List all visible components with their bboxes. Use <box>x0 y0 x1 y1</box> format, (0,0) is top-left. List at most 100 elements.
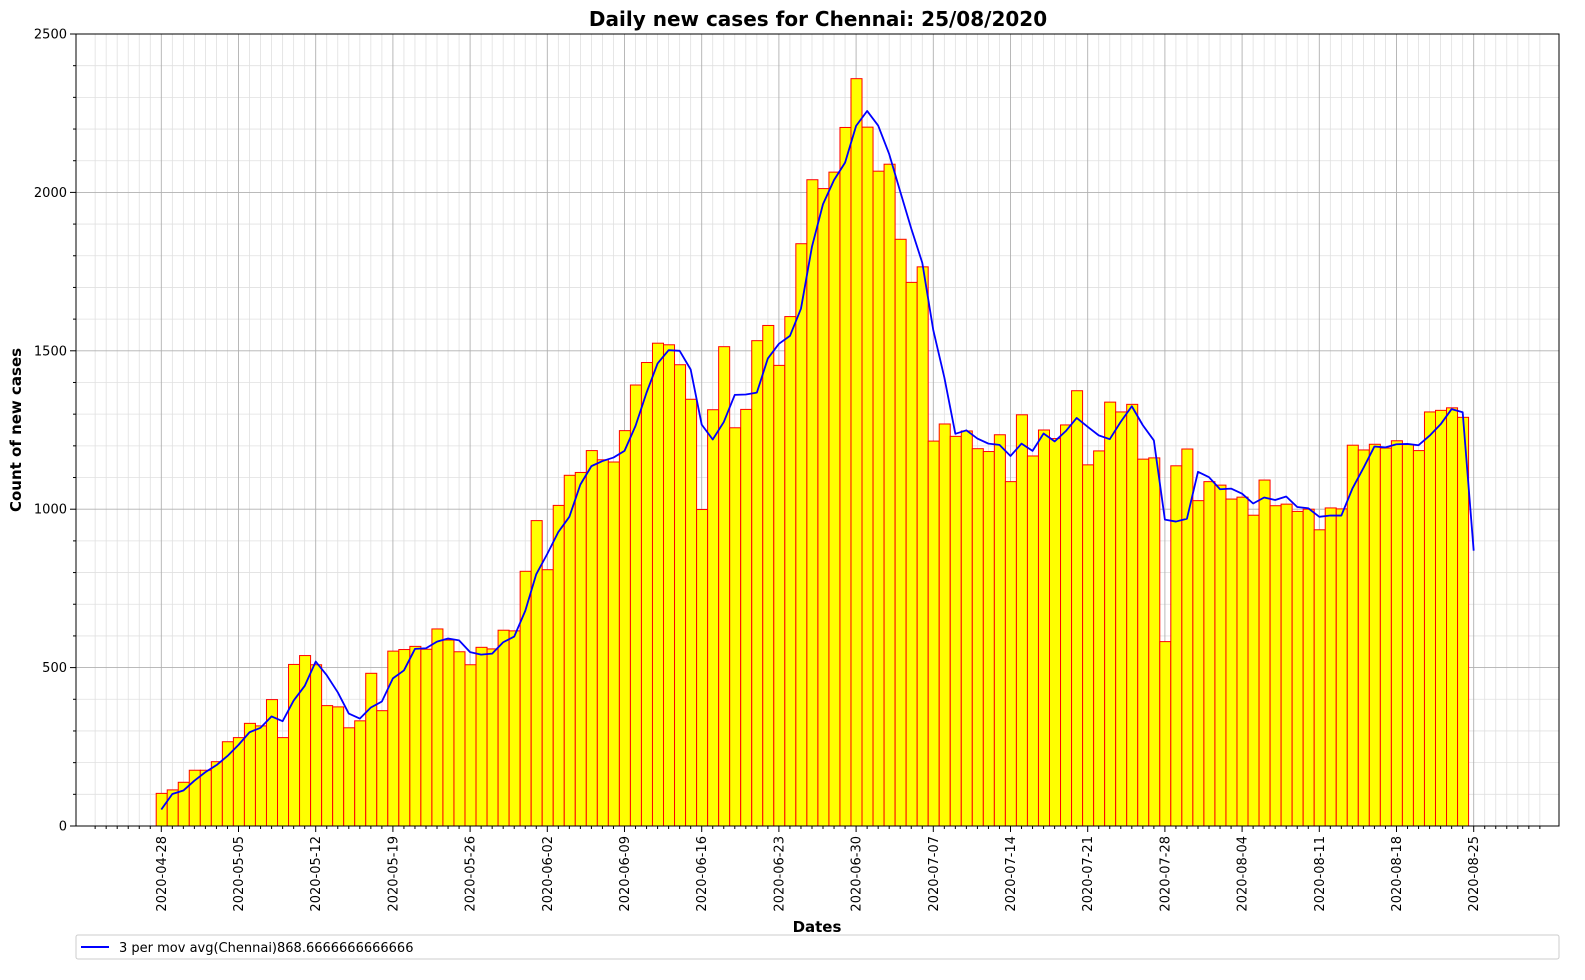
bar <box>1423 411 1436 827</box>
bar <box>883 163 896 827</box>
x-tick-label: 2020-05-05 <box>232 836 247 912</box>
bar <box>1357 449 1370 827</box>
bar <box>982 451 995 827</box>
bar <box>166 789 179 827</box>
x-axis-label: Dates <box>793 918 842 936</box>
bar <box>1390 440 1403 827</box>
bar <box>497 629 510 827</box>
bar <box>288 663 301 827</box>
bar <box>431 628 444 827</box>
x-tick-label: 2020-08-11 <box>1313 836 1328 912</box>
chart-title: Daily new cases for Chennai: 25/08/2020 <box>589 7 1047 31</box>
y-tick-label: 0 <box>59 820 67 835</box>
bar <box>1457 416 1470 827</box>
bar <box>1236 496 1249 827</box>
bar <box>574 471 587 827</box>
bar <box>1037 429 1050 827</box>
bar <box>949 435 962 827</box>
bar <box>927 440 940 827</box>
bar <box>740 408 753 827</box>
bar <box>618 430 631 827</box>
bar <box>453 651 466 827</box>
bar <box>916 266 929 827</box>
bar <box>839 126 852 827</box>
bar <box>629 384 642 827</box>
bar <box>343 727 356 827</box>
bar <box>817 188 830 827</box>
bar <box>960 430 973 827</box>
bar <box>243 722 256 827</box>
y-tick-label: 500 <box>42 661 67 676</box>
bar <box>232 737 245 827</box>
bar <box>508 630 521 827</box>
bar <box>651 342 665 827</box>
x-tick-label: 2020-06-16 <box>695 836 710 912</box>
x-tick-label: 2020-04-28 <box>155 836 170 912</box>
bar <box>938 423 951 827</box>
bar <box>409 645 422 827</box>
bar <box>663 344 676 827</box>
bar <box>1302 508 1315 827</box>
y-axis: 0 500 1000 1500 2000 2500 <box>34 28 76 835</box>
bar <box>795 243 808 827</box>
y-tick-label: 1500 <box>34 344 67 359</box>
bar <box>177 781 190 827</box>
bar <box>1368 443 1381 827</box>
y-tick-label: 1000 <box>34 503 67 518</box>
bar <box>1126 403 1139 827</box>
bar <box>1137 458 1150 827</box>
x-tick-label: 2020-05-12 <box>309 836 324 912</box>
bar <box>607 461 620 827</box>
x-axis: 2020-04-28 2020-05-05 2020-05-12 2020-05-19… <box>94 826 1541 912</box>
bar <box>1346 444 1359 827</box>
x-tick-label: 2020-08-04 <box>1236 836 1251 912</box>
bar <box>321 705 334 827</box>
bar <box>1379 447 1392 827</box>
bar <box>563 474 576 827</box>
bar <box>1015 414 1028 827</box>
x-tick-label: 2020-05-26 <box>464 836 479 912</box>
bar <box>1434 409 1448 827</box>
bar <box>1280 503 1293 827</box>
x-tick-label: 2020-06-02 <box>541 836 556 912</box>
bar <box>762 324 775 827</box>
bar <box>894 238 907 827</box>
bar <box>332 706 345 827</box>
bar <box>486 648 499 827</box>
bar <box>1269 505 1282 827</box>
bar <box>729 427 742 827</box>
bar <box>442 639 455 827</box>
bar <box>1401 444 1414 827</box>
bar <box>1258 479 1271 827</box>
x-tick-label: 2020-07-07 <box>927 836 942 912</box>
bar <box>861 126 874 827</box>
x-tick-label: 2020-06-30 <box>850 836 865 912</box>
bar <box>376 710 389 827</box>
bar <box>354 720 367 827</box>
bar <box>552 504 565 827</box>
bar <box>1159 641 1172 827</box>
bar <box>707 409 720 827</box>
bar <box>1225 498 1238 827</box>
bar-series <box>155 78 1470 827</box>
legend-box <box>75 934 1560 960</box>
bar <box>299 655 312 827</box>
bar <box>188 769 201 827</box>
bar <box>640 362 653 827</box>
bar <box>993 434 1006 827</box>
bar <box>1324 507 1337 827</box>
y-axis-label: Count of new cases <box>7 348 25 512</box>
bar <box>398 649 411 827</box>
bar <box>1004 481 1017 827</box>
bar <box>541 569 554 827</box>
bar <box>420 648 433 827</box>
moving-average-series <box>160 110 1475 811</box>
x-tick-label: 2020-07-28 <box>1158 836 1173 912</box>
bar <box>1026 455 1039 827</box>
bar <box>828 171 841 827</box>
bar <box>850 78 863 827</box>
x-tick-label: 2020-05-19 <box>386 836 401 912</box>
moving-average-line <box>160 110 1475 811</box>
bar <box>464 664 477 827</box>
bar <box>1291 510 1304 827</box>
